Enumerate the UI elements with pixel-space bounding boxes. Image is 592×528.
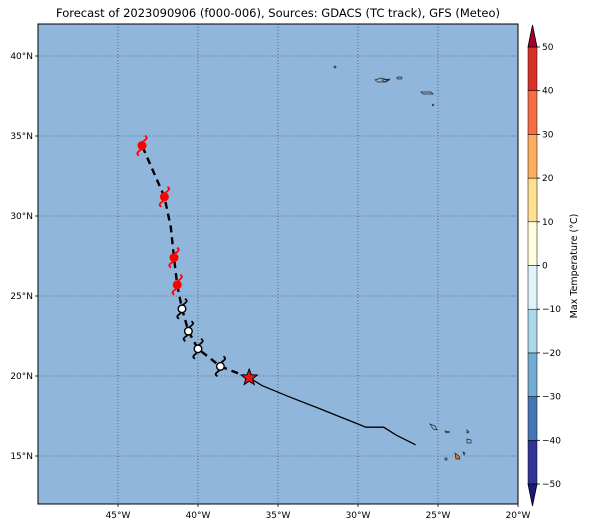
storm-symbol-icon	[171, 274, 183, 296]
colorbar-over-arrow	[527, 24, 538, 48]
colorbar-tick-label: −30	[542, 393, 561, 403]
colorbar-band	[527, 308, 538, 354]
colorbar-tick-label: 10	[542, 218, 554, 228]
lat-tick-label: 25°N	[10, 292, 33, 302]
colorbar-tick-label: −40	[542, 436, 561, 446]
storm-symbol-icon	[158, 186, 171, 208]
colorbar-band	[527, 352, 538, 397]
lon-tick-label: 20°W	[506, 511, 531, 521]
colorbar-band	[527, 177, 538, 223]
forecast-track-line	[140, 145, 250, 379]
colorbar-tick-label: 20	[542, 174, 554, 184]
lon-tick-label: 45°W	[106, 511, 131, 521]
colorbar-label: Max Temperature (°C)	[569, 214, 580, 319]
lat-tick-label: 20°N	[10, 372, 33, 382]
storm-symbol-icon	[182, 320, 195, 342]
lat-tick-label: 15°N	[10, 452, 33, 462]
azores-islands	[333, 65, 435, 107]
colorbar-tick-label: −20	[542, 349, 561, 359]
colorbar-tick-label: 50	[542, 43, 554, 53]
colorbar-tick-label: −50	[542, 480, 561, 490]
colorbar: 50 40 30 20 10 0 −10 −20 −30 −40 −50 Max Temperatu…	[527, 24, 580, 507]
colorbar-tick-label: −10	[542, 305, 561, 315]
storm-symbol-icon	[176, 298, 188, 320]
colorbar-band	[527, 440, 538, 485]
colorbar-band	[527, 396, 538, 441]
colorbar-band	[527, 265, 538, 310]
colorbar-under-arrow	[527, 483, 538, 507]
lon-tick-label: 25°W	[426, 511, 451, 521]
colorbar-tick-label: 40	[542, 87, 554, 97]
colorbar-band	[527, 46, 538, 91]
storm-symbol-icon	[214, 355, 227, 378]
lon-tick-label: 30°W	[346, 511, 371, 521]
lon-tick-label: 35°W	[266, 511, 291, 521]
lon-tick-label: 40°W	[186, 511, 211, 521]
observed-track-line	[248, 377, 416, 446]
lat-tick-label: 40°N	[10, 52, 33, 62]
chart-title: Forecast of 2023090906 (f000-006), Sourc…	[56, 6, 500, 20]
cape-verde-islands	[429, 423, 472, 461]
colorbar-band	[527, 221, 538, 266]
storm-symbol-icon	[136, 134, 148, 157]
lat-tick-label: 30°N	[10, 212, 33, 222]
current-position-star-icon	[239, 367, 259, 386]
colorbar-band	[527, 90, 538, 135]
colorbar-band	[527, 134, 538, 179]
storm-symbol-icon	[168, 246, 180, 269]
colorbar-tick-label: 30	[542, 130, 554, 140]
colorbar-tick-label: 0	[542, 262, 548, 272]
storm-symbol-icon	[192, 338, 204, 360]
lat-tick-label: 35°N	[10, 132, 33, 142]
